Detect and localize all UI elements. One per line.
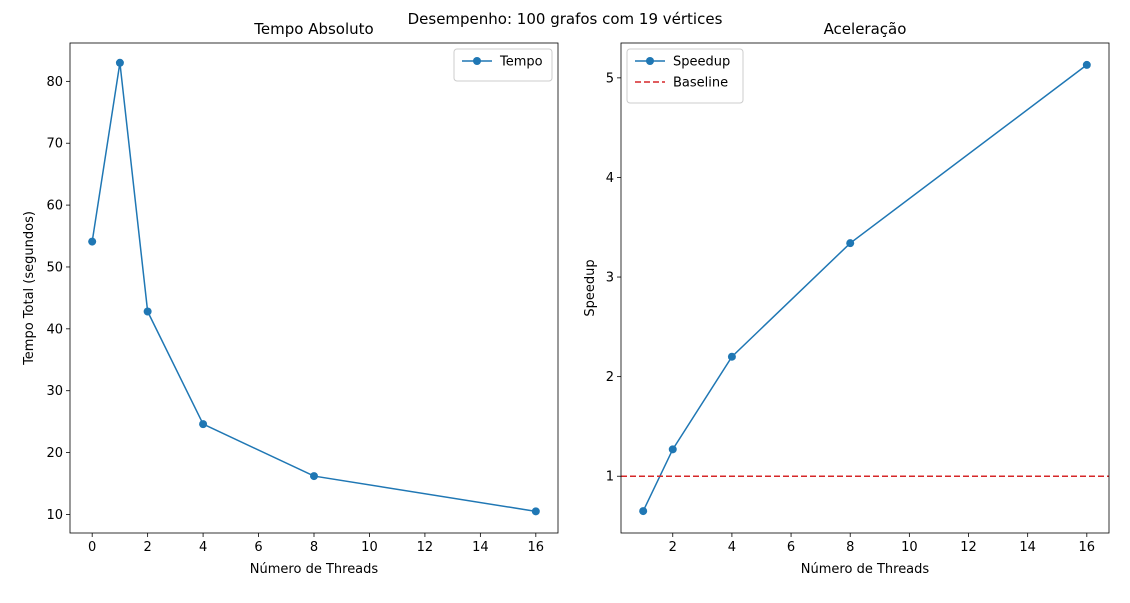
chart-1-legend: Speedup Baseline bbox=[626, 48, 744, 104]
chart-1-data-point bbox=[1082, 60, 1091, 69]
chart-0-x-axis-label: Número de Threads bbox=[250, 562, 379, 577]
chart-1-data-point bbox=[668, 445, 677, 454]
chart-1-data-point bbox=[639, 507, 648, 516]
chart-0-data-point bbox=[88, 237, 97, 246]
chart-1-x-tick-label: 14 bbox=[1019, 540, 1036, 555]
chart-0-data-point bbox=[310, 472, 318, 481]
chart-1-x-tick-label: 10 bbox=[901, 540, 918, 555]
chart-1-x-tick-label: 4 bbox=[728, 540, 736, 555]
chart-0-x-tick-label: 2 bbox=[143, 540, 151, 555]
chart-1-legend-label-speedup: Speedup bbox=[673, 55, 730, 70]
chart-0-x-tick-label: 16 bbox=[528, 540, 545, 555]
chart-1-y-tick-label: 1 bbox=[606, 470, 614, 485]
chart-1-axes-frame bbox=[620, 42, 1110, 534]
chart-1-x-tick-label: 12 bbox=[960, 540, 977, 555]
chart-1-x-tick-label: 16 bbox=[1079, 540, 1096, 555]
chart-0-series-line-tempo bbox=[91, 62, 536, 513]
chart-0-data-point bbox=[199, 420, 208, 429]
chart-0-data-point bbox=[143, 307, 152, 316]
chart-1-y-axis-label: Speedup bbox=[583, 259, 598, 316]
chart-1-x-tick-label: 2 bbox=[669, 540, 677, 555]
chart-0-data-point bbox=[531, 507, 540, 516]
chart-0-y-tick-label: 30 bbox=[46, 384, 63, 399]
chart-0-x-tick-label: 10 bbox=[361, 540, 378, 555]
chart-0-x-tick-label: 0 bbox=[88, 540, 96, 555]
chart-0-legend-box bbox=[453, 48, 553, 82]
chart-0-x-tick-label: 8 bbox=[310, 540, 318, 555]
chart-0-x-tick-label: 14 bbox=[472, 540, 489, 555]
chart-1-y-tick-label: 3 bbox=[606, 271, 614, 286]
chart-1-data-point bbox=[727, 352, 736, 361]
chart-1-y-tick-label: 2 bbox=[606, 370, 614, 385]
chart-0-x-tick-label: 12 bbox=[417, 540, 434, 555]
chart-0-y-tick-label: 60 bbox=[46, 199, 63, 214]
chart-0-y-tick-label: 80 bbox=[46, 75, 63, 90]
chart-1-legend-box bbox=[626, 48, 744, 104]
chart-0-y-tick-label: 10 bbox=[46, 508, 63, 523]
chart-0-x-tick-label: 4 bbox=[199, 540, 207, 555]
chart-0-y-tick-label: 40 bbox=[46, 322, 63, 337]
chart-1-legend-marker-speedup bbox=[646, 57, 654, 65]
chart-1-data-point bbox=[846, 239, 855, 248]
chart-0-x-tick-label: 6 bbox=[254, 540, 262, 555]
chart-0-axes-frame bbox=[69, 42, 559, 534]
chart-0-y-tick-label: 50 bbox=[46, 260, 63, 275]
chart-0-legend: Tempo bbox=[453, 48, 553, 82]
chart-1-x-tick-label: 8 bbox=[846, 540, 854, 555]
chart-1-y-tick-label: 5 bbox=[606, 71, 614, 86]
chart-0-legend-marker-tempo bbox=[473, 57, 481, 65]
subplot-tempo-absoluto: 0 2 4 6 8 10 12 14 16 10 20 30 40 50 60 70 80 Tempo Absol… bbox=[22, 20, 559, 577]
chart-0-y-tick-label: 70 bbox=[46, 137, 63, 152]
chart-0-data-point bbox=[115, 58, 124, 67]
chart-0-title: Tempo Absoluto bbox=[253, 20, 373, 38]
chart-1-y-tick-label: 4 bbox=[606, 171, 614, 186]
chart-0-y-tick-label: 20 bbox=[46, 446, 63, 461]
chart-1-x-axis-label: Número de Threads bbox=[801, 562, 930, 577]
chart-1-title: Aceleração bbox=[824, 20, 907, 38]
chart-0-legend-label-tempo: Tempo bbox=[499, 55, 543, 70]
chart-1-legend-label-baseline: Baseline bbox=[673, 76, 728, 91]
chart-0-y-axis-label: Tempo Total (segundos) bbox=[22, 211, 37, 366]
figure-suptitle: Desempenho: 100 grafos com 19 vértices bbox=[408, 10, 723, 28]
chart-1-x-tick-label: 6 bbox=[787, 540, 795, 555]
